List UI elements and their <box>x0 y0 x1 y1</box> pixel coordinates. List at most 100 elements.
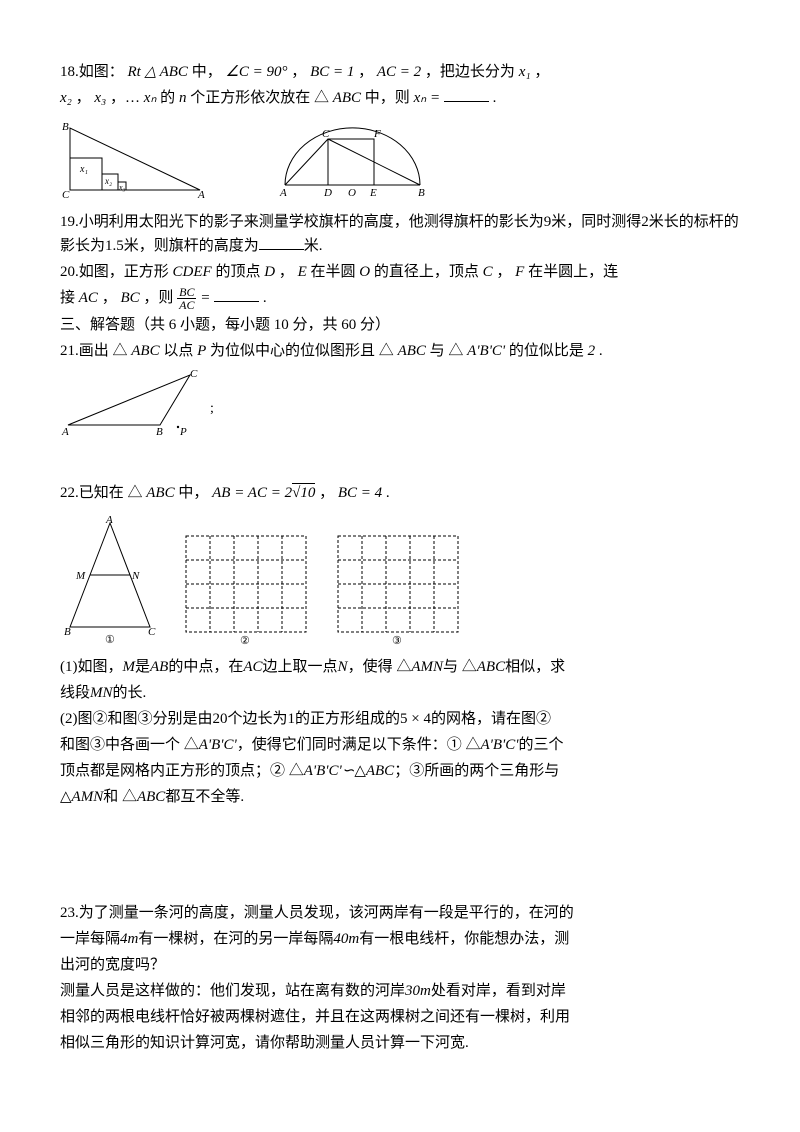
q18-t4: ， <box>291 64 306 80</box>
q18-angle: ∠C = 90° <box>225 64 287 80</box>
lblC: C <box>62 189 70 200</box>
q22-p1a: (1)如图，M是AB的中点，在AC边上取一点N，使得 △AMN与 △ABC相似，… <box>60 655 750 679</box>
q18-bc: BC = 1 <box>310 64 354 80</box>
q21-text: 21.画出 △ ABC 以点 P 为位似中心的位似图形且 △ ABC 与 △ A… <box>60 339 750 363</box>
sO: O <box>348 187 356 199</box>
g3num: ③ <box>392 635 402 645</box>
q20-t1: 20.如图，正方形 <box>60 264 169 280</box>
lx1: x₁ <box>79 164 88 175</box>
q18-t2: 中， <box>192 64 222 80</box>
q18-x1: x₁ <box>519 64 531 80</box>
q19-unit: 米. <box>304 238 323 254</box>
q20-d: D <box>264 264 275 280</box>
q18-abc: ABC <box>333 90 361 106</box>
q20-t6: ， <box>496 264 511 280</box>
q18-t6: ， <box>358 64 373 80</box>
q18-t12: 中，则 <box>365 90 410 106</box>
lx3: x₃ <box>118 183 126 192</box>
q22-abc: ABC <box>146 485 174 501</box>
q21-abc2: ABC <box>398 343 426 359</box>
section3-header: 三、解答题（共 6 小题，每小题 10 分，共 60 分） <box>60 313 750 337</box>
q22-p2c: 顶点都是网格内正方形的顶点；② △A'B'C'∽△ABC；③所画的两个三角形与 <box>60 759 750 783</box>
q18-xneq: xₙ = <box>414 90 441 106</box>
q23-l4: 测量人员是这样做的：他们发现，站在离有数的河岸30m处看对岸，看到对岸 <box>60 979 750 1003</box>
q18-blank <box>444 87 489 102</box>
q22-eq1: AB = AC = 2 <box>212 485 292 501</box>
q22-t2: 中， <box>178 485 208 501</box>
q22-p2a: (2)图②和图③分别是由20个边长为1的正方形组成的5 × 4的网格，请在图② <box>60 707 750 731</box>
q21-t1: 21.画出 △ <box>60 343 128 359</box>
q22-dot: . <box>386 485 390 501</box>
q20-t2: 的顶点 <box>215 264 260 280</box>
q21-figure: A B C P ; <box>60 367 230 437</box>
sB: B <box>418 187 425 199</box>
q23-l6: 相似三角形的知识计算河宽，请你帮助测量人员计算一下河宽. <box>60 1031 750 1055</box>
q21C: C <box>190 368 198 380</box>
g2num: ② <box>240 635 250 645</box>
q20-line2: 接 AC ， BC ，则 BCAC = . <box>60 286 750 311</box>
frac-den: AC <box>177 299 196 311</box>
lx2: x₂ <box>104 176 112 186</box>
q22-figures: A B C M N ① ② ③ <box>60 511 750 649</box>
q18-t9: ，… <box>110 90 140 106</box>
q18-t10: 的 <box>160 90 175 106</box>
q20-e: E <box>298 264 307 280</box>
q20-frac: BCAC <box>177 286 196 311</box>
q20-t5: 的直径上，顶点 <box>374 264 479 280</box>
q20-line1: 20.如图，正方形 CDEF 的顶点 D ， E 在半圆 O 的直径上，顶点 C… <box>60 260 750 284</box>
sD: D <box>323 187 332 199</box>
q18-period: . <box>493 90 497 106</box>
f1M: M <box>75 570 86 582</box>
q20-t9: ， <box>102 290 117 306</box>
q20-o: O <box>359 264 370 280</box>
q22-p2b: 和图③中各画一个 △A'B'C'，使得它们同时满足以下条件：① △A'B'C'的… <box>60 733 750 757</box>
q22-rt: √10 <box>292 483 315 501</box>
f1num: ① <box>105 634 115 645</box>
sF: F <box>373 128 381 140</box>
q20-f: F <box>515 264 524 280</box>
q21-dot: . <box>599 343 603 359</box>
f1C: C <box>148 626 156 638</box>
q18-figure: B C A x₁ x₂ x₃ <box>60 120 210 200</box>
q20-eq: = <box>200 290 210 306</box>
q22-p2d: △AMN和 △ABC都互不全等. <box>60 785 750 809</box>
q21-abc: ABC <box>131 343 159 359</box>
q18-t11: 个正方形依次放在 △ <box>190 90 329 106</box>
q21-p: P <box>197 343 206 359</box>
q22-fig1: A B C M N ① <box>60 515 160 645</box>
q23-l3: 出河的宽度吗？ <box>60 953 750 977</box>
q21P: P <box>179 426 187 437</box>
q19-blank <box>259 235 304 250</box>
q20-ac: AC <box>79 290 98 306</box>
q22-eq2: BC = 4 <box>338 485 382 501</box>
f1A: A <box>105 515 113 526</box>
q21-t2: 以点 <box>163 343 193 359</box>
q21B: B <box>156 426 163 437</box>
q21-t4: 与 △ <box>430 343 464 359</box>
q22-text: 22.已知在 △ ABC 中， AB = AC = 2√10 ， BC = 4 … <box>60 481 750 505</box>
q20-figure: A D O E B C F <box>270 125 435 200</box>
lblB: B <box>62 121 69 133</box>
q18-line1: 18.如图： Rt △ ABC 中， ∠C = 90° ， BC = 1 ， A… <box>60 60 750 84</box>
q23-l2: 一岸每隔4m有一棵树，在河的另一岸每隔40m有一根电线杆，你能想办法，测 <box>60 927 750 951</box>
q21-2: 2 <box>588 343 596 359</box>
sA: A <box>279 187 287 199</box>
q20-t8: 接 <box>60 290 75 306</box>
q18-prefix: 18.如图： <box>60 64 124 80</box>
q21-t5: 的位似比是 <box>509 343 584 359</box>
q20-bc: BC <box>120 290 139 306</box>
q18-x3: x₃ <box>94 90 106 106</box>
q20-t10: ，则 <box>143 290 173 306</box>
q18-q20-figures: B C A x₁ x₂ x₃ A D O E B C F <box>60 116 750 204</box>
q18-x2: x₂ <box>60 90 72 106</box>
q22-t1: 22.已知在 △ <box>60 485 143 501</box>
q22-grid2: ② <box>180 530 312 645</box>
q20-cdef: CDEF <box>173 264 212 280</box>
f1B: B <box>64 626 71 638</box>
q21A: A <box>61 426 69 437</box>
f1N: N <box>131 570 140 582</box>
q19-full: 19.小明利用太阳光下的影子来测量学校旗杆的高度，他测得旗杆的影长为9米，同时测… <box>60 214 739 254</box>
q22-c: ， <box>319 485 334 501</box>
q18-ac: AC = 2 <box>377 64 421 80</box>
q18-xn: xₙ <box>144 90 157 106</box>
